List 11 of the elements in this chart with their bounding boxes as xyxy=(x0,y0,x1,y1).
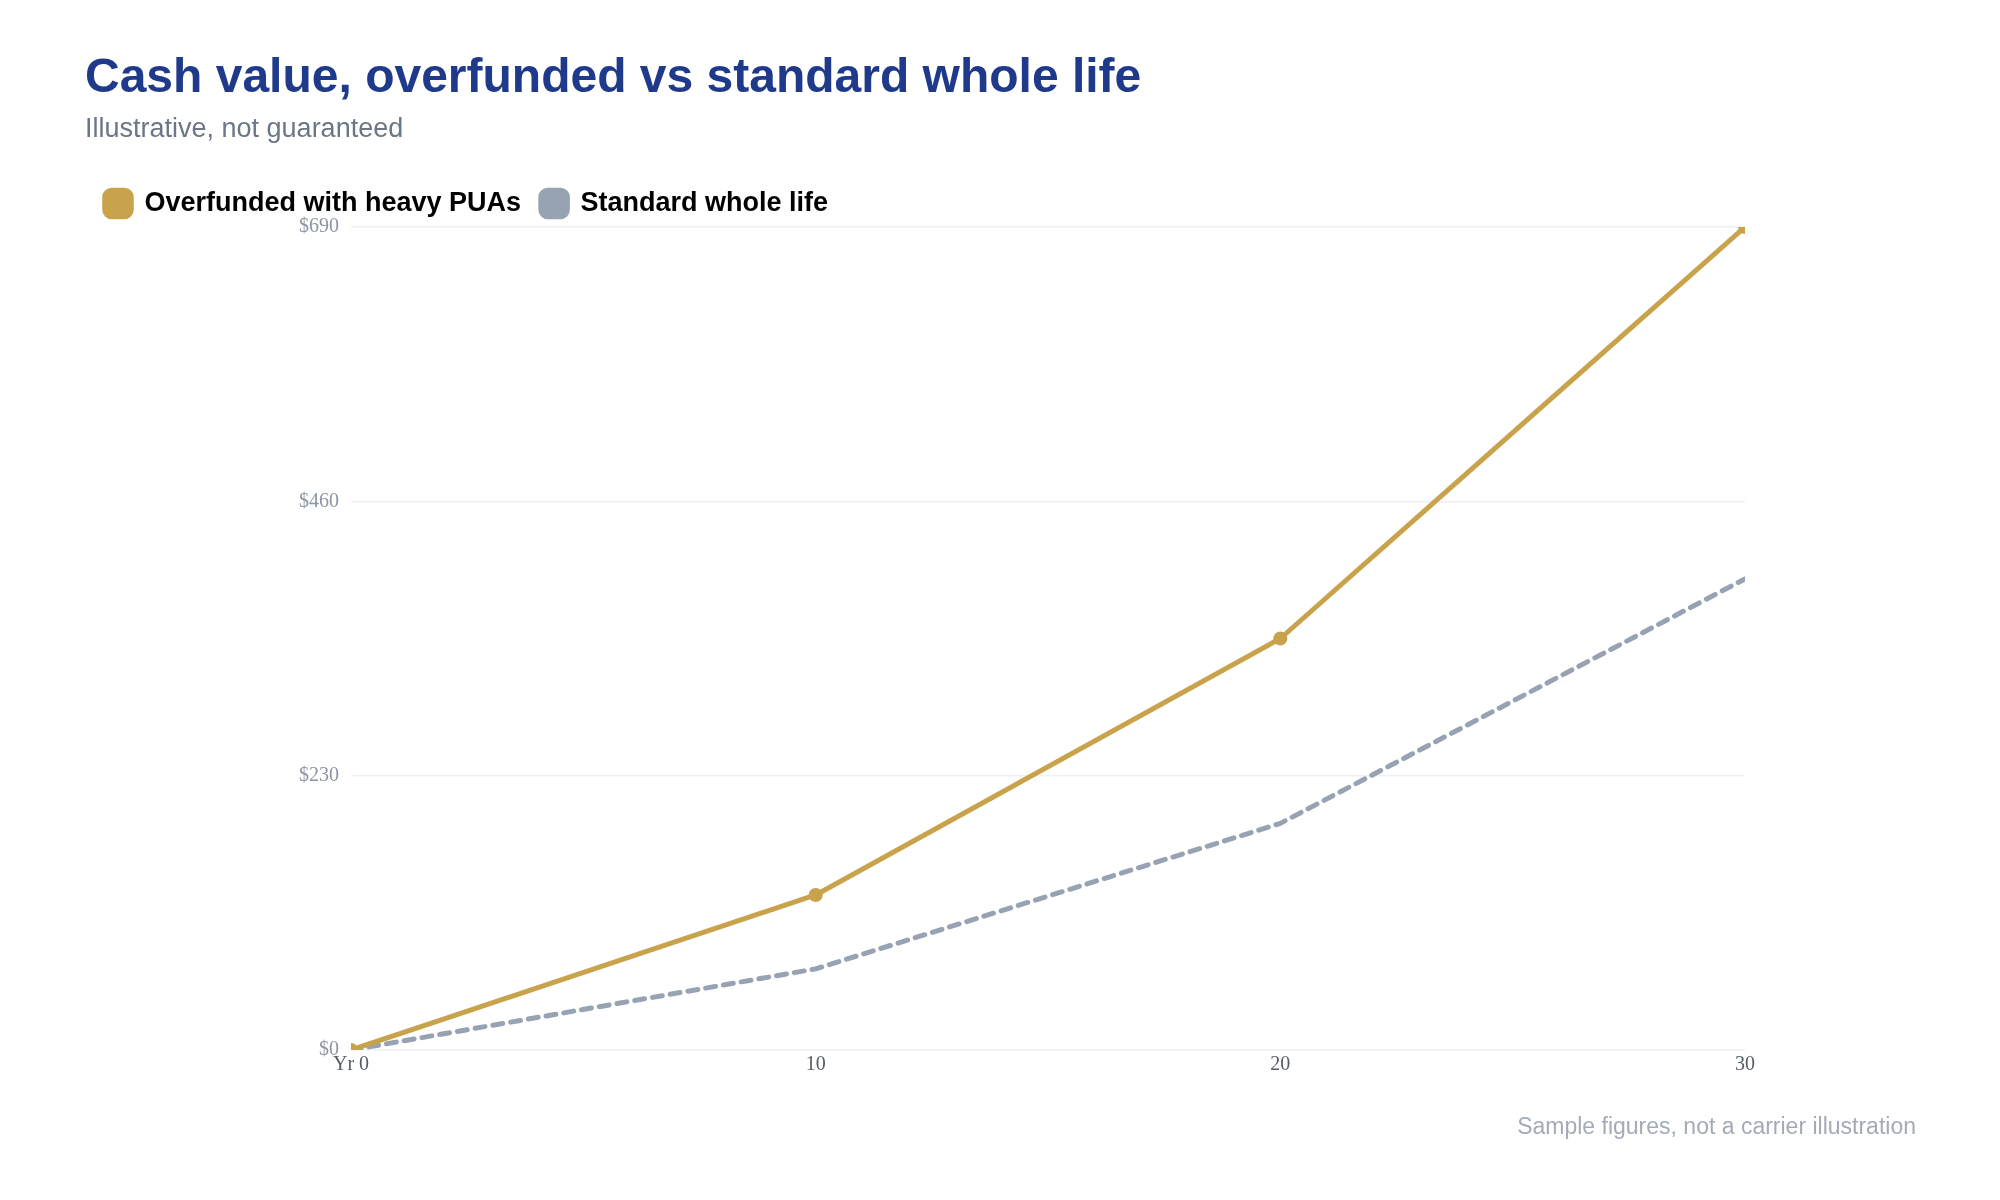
y-tick-label: $230 xyxy=(299,762,339,785)
legend-label: Overfunded with heavy PUAs xyxy=(144,186,522,217)
chart-title: Cash value, overfunded vs standard whole life xyxy=(85,49,1142,103)
y-tick-label: $460 xyxy=(299,488,339,511)
x-tick-label: 20 xyxy=(1270,1052,1291,1075)
x-tick-label: 30 xyxy=(1735,1052,1755,1075)
y-tick-label: $690 xyxy=(299,214,339,237)
text: Sample figures, not a carrier illustration xyxy=(1517,1113,1916,1140)
legend-label: Standard whole life xyxy=(580,186,829,217)
x-tick-label: 10 xyxy=(805,1052,826,1075)
chart-subtitle: Illustrative, not guaranteed xyxy=(85,113,404,144)
